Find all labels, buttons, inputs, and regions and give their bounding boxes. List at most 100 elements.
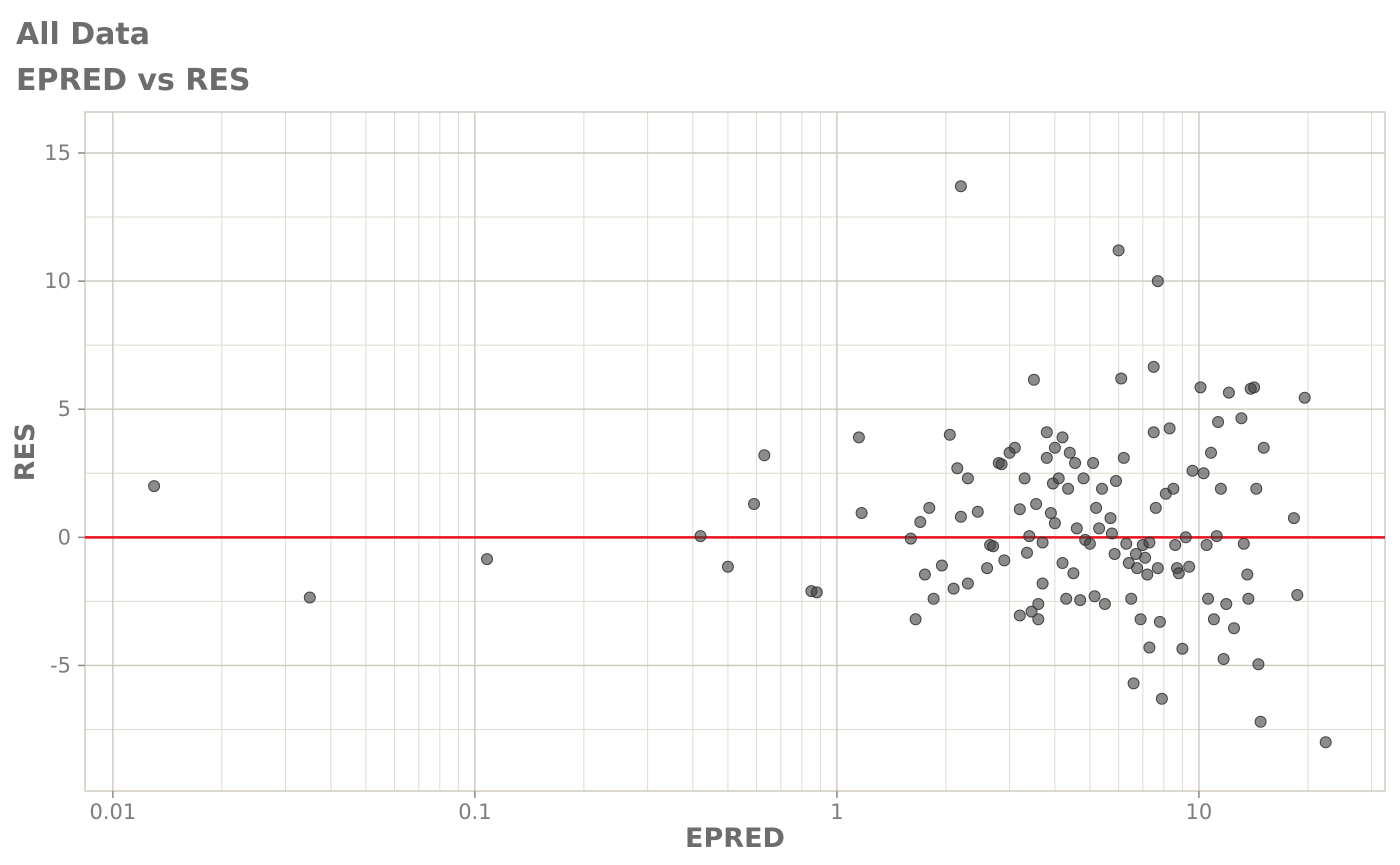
scatter-point <box>1250 482 1263 495</box>
scatter-point <box>1183 560 1196 573</box>
scatter-point <box>1090 501 1103 514</box>
scatter-point <box>758 449 771 462</box>
y-tick-label: 15 <box>44 141 71 165</box>
scatter-point <box>1105 527 1118 540</box>
scatter-point <box>1248 381 1261 394</box>
scatter-point <box>1210 530 1223 543</box>
x-tick-label: 0.1 <box>458 800 491 824</box>
scatter-point <box>1108 548 1121 560</box>
scatter-point <box>1200 539 1213 551</box>
scatter-point <box>303 591 316 604</box>
scatter-point <box>943 428 956 441</box>
scatter-point <box>1030 498 1043 510</box>
scatter-point <box>855 507 868 519</box>
scatter-point <box>1143 641 1156 654</box>
scatter-point <box>904 532 917 545</box>
scatter-point <box>1228 622 1240 635</box>
scatter-point <box>1096 482 1108 495</box>
scatter-point <box>1093 522 1106 535</box>
scatter-point <box>748 498 760 510</box>
scatter-point <box>1143 536 1156 549</box>
scatter-point <box>1018 472 1031 485</box>
scatter-point <box>909 613 922 626</box>
scatter-point <box>1172 567 1185 580</box>
scatter-point <box>1151 562 1164 575</box>
scatter-point <box>1115 372 1128 385</box>
scatter-point <box>1036 536 1049 549</box>
scatter-point <box>1104 512 1117 525</box>
scatter-point <box>1008 441 1021 454</box>
scatter-point <box>1056 557 1069 569</box>
scatter-point <box>1083 537 1096 550</box>
scatter-point <box>810 586 823 599</box>
scatter-point <box>1048 517 1061 530</box>
scatter-point <box>1069 457 1082 469</box>
scatter-point <box>1052 472 1065 485</box>
scatter-point <box>1070 522 1083 535</box>
scatter-point <box>1163 422 1176 435</box>
scatter-point <box>1087 457 1100 469</box>
scatter-point <box>1131 562 1144 575</box>
scatter-point <box>1176 642 1189 655</box>
chart-subtitle: EPRED vs RES <box>16 63 250 98</box>
scatter-point <box>1319 736 1332 749</box>
scatter-point <box>1207 613 1220 626</box>
chart-title: All Data <box>16 17 150 52</box>
points-layer <box>148 180 1332 749</box>
scatter-point <box>927 592 940 605</box>
scatter-point <box>1032 598 1045 610</box>
scatter-point <box>1217 653 1230 665</box>
y-tick-label: 10 <box>44 269 71 293</box>
y-tick-label: -5 <box>50 653 71 677</box>
scatter-point <box>954 180 967 193</box>
scatter-point <box>1147 360 1160 373</box>
y-axis-title: RES <box>10 423 41 482</box>
scatter-point <box>1241 568 1254 581</box>
scatter-point <box>1291 589 1304 601</box>
scatter-point <box>1149 501 1162 514</box>
x-axis-title: EPRED <box>685 823 785 854</box>
scatter-point <box>1194 381 1207 394</box>
scatter-point <box>694 530 707 543</box>
scatter-point <box>1098 598 1111 610</box>
scatter-point <box>995 458 1008 471</box>
scatter-point <box>1063 446 1076 459</box>
scatter-point <box>987 540 1000 553</box>
scatter-point <box>1060 592 1073 605</box>
scatter-point <box>1287 512 1300 525</box>
scatter-point <box>1120 537 1133 550</box>
grid-layer <box>84 111 1386 792</box>
scatter-point <box>1147 426 1160 439</box>
scatter-point <box>721 560 734 573</box>
scatter-point <box>961 577 974 590</box>
scatter-point <box>1040 426 1053 439</box>
scatter-point <box>852 431 865 444</box>
scatter-point <box>951 462 964 475</box>
scatter-point <box>998 554 1011 567</box>
scatter-point <box>1074 594 1087 607</box>
scatter-point <box>1112 244 1125 257</box>
scatter-point <box>1110 475 1122 487</box>
x-tick-label: 0.01 <box>89 800 136 824</box>
scatter-point <box>1254 715 1267 728</box>
scatter-point <box>148 480 161 493</box>
scatter-point <box>1179 531 1192 544</box>
scatter-point <box>1167 482 1180 495</box>
scatter-point <box>1197 467 1210 480</box>
scatter-point <box>1222 386 1235 399</box>
scatter-point <box>1155 692 1168 705</box>
scatter-point <box>954 510 967 523</box>
scatter-point <box>1134 613 1147 626</box>
scatter-point <box>1214 482 1227 495</box>
scatter-point <box>1025 605 1038 618</box>
scatter-point <box>1235 412 1248 425</box>
scatter-point <box>1169 539 1182 551</box>
scatter-point <box>1013 609 1026 622</box>
scatter-point <box>1067 567 1080 580</box>
scatter-point <box>481 553 493 566</box>
scatter-point <box>1125 592 1138 605</box>
scatter-point <box>1298 391 1311 404</box>
scatter-point <box>1117 451 1130 464</box>
scatter-point <box>1013 503 1026 516</box>
